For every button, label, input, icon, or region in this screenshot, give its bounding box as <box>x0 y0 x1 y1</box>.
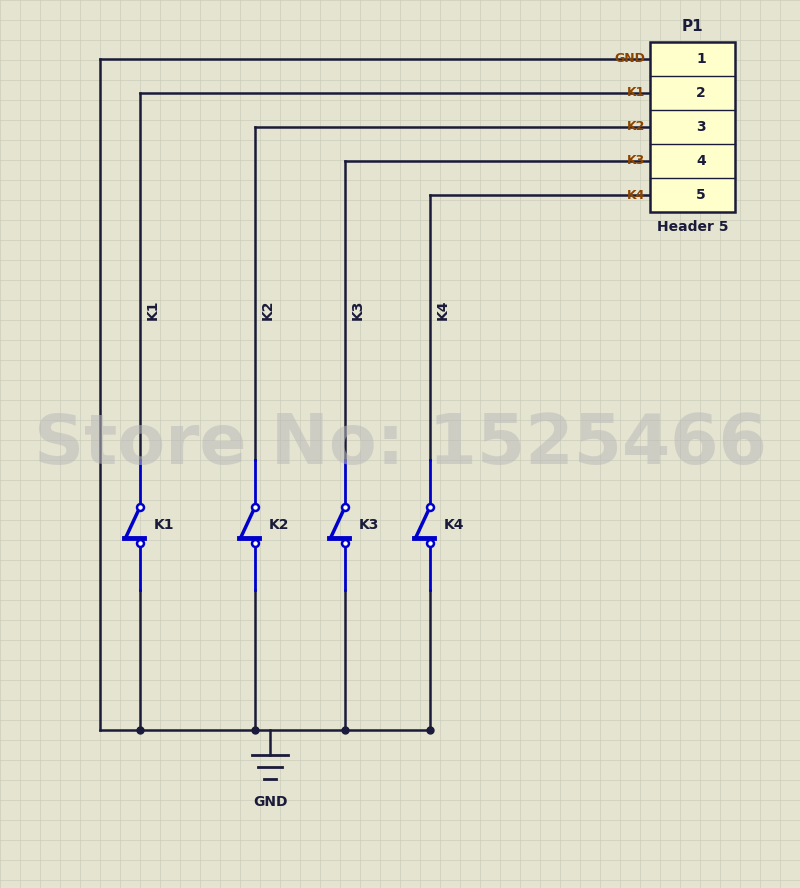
Text: GND: GND <box>253 795 287 809</box>
Text: K1: K1 <box>154 518 174 532</box>
Text: K2: K2 <box>261 300 275 321</box>
Text: K3: K3 <box>626 155 645 168</box>
Text: K2: K2 <box>626 121 645 133</box>
Text: 3: 3 <box>696 120 706 134</box>
Text: 4: 4 <box>696 154 706 168</box>
Text: K1: K1 <box>146 300 160 321</box>
Text: K3: K3 <box>359 518 379 532</box>
Text: K4: K4 <box>436 300 450 321</box>
Text: K1: K1 <box>626 86 645 99</box>
Text: 5: 5 <box>696 188 706 202</box>
Text: GND: GND <box>614 52 645 66</box>
Text: K4: K4 <box>626 188 645 202</box>
Text: K2: K2 <box>269 518 290 532</box>
Bar <box>650 42 735 212</box>
Text: P1: P1 <box>682 19 703 34</box>
Text: K3: K3 <box>351 300 365 321</box>
Text: K4: K4 <box>444 518 465 532</box>
Text: 2: 2 <box>696 86 706 100</box>
Text: 1: 1 <box>696 52 706 66</box>
Text: Header 5: Header 5 <box>657 220 728 234</box>
Text: Store No: 1525466: Store No: 1525466 <box>34 410 766 478</box>
